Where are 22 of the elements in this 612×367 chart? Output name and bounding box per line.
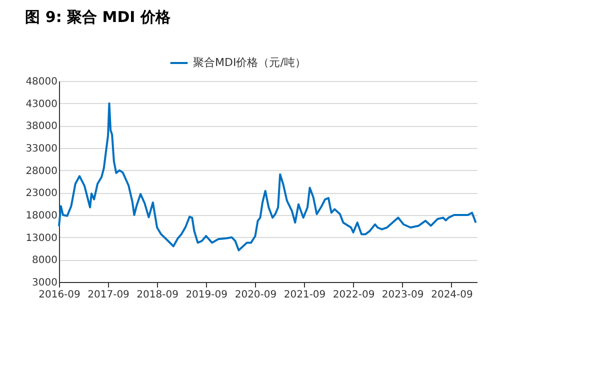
y-tick-label: 3000 [32,278,58,288]
y-tick-label: 8000 [32,255,58,266]
y-tick-label: 13000 [26,232,58,244]
x-tick-label: 2019-09 [186,290,228,300]
y-tick-label: 18000 [26,210,58,222]
y-tick-label: 33000 [26,144,58,154]
line-series [58,102,477,252]
x-tick-label: 2024-09 [431,290,473,300]
x-tick-label: 2022-09 [332,290,375,300]
x-tick-label: 2018-09 [136,290,178,300]
y-tick-label: 28000 [26,166,58,177]
y-tick-label: 23000 [26,188,58,200]
legend-label: 聚合MDI价格（元/吨） [193,56,306,69]
x-tick-label: 2017-09 [88,290,130,300]
x-tick-label: 2016-09 [38,290,80,300]
x-tick-label: 2023-09 [382,290,424,300]
chart-title: 图 9: 聚合 MDI 价格 [25,8,172,26]
x-tick-label: 2021-09 [284,290,326,300]
y-tick-label: 43000 [26,98,58,110]
y-tick-label: 38000 [26,121,58,132]
x-tick-label: 2020-09 [234,290,277,300]
y-tick-label: 48000 [26,76,58,88]
